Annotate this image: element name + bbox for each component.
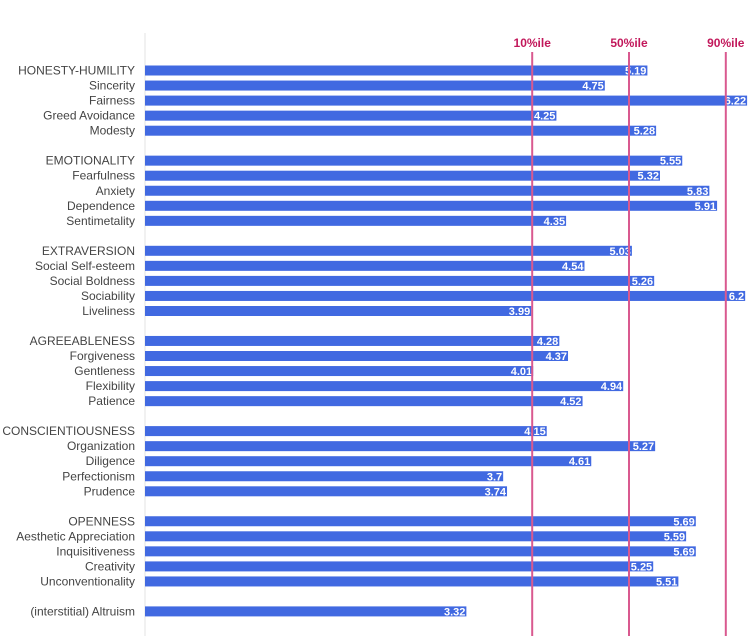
category-label: Gentleness xyxy=(74,364,135,378)
category-label: AGREEABLENESS xyxy=(30,334,135,348)
category-label: Diligence xyxy=(86,454,136,468)
category-label: Fearfulness xyxy=(72,169,135,183)
bar xyxy=(145,366,534,377)
value-label: 3.32 xyxy=(444,606,465,618)
bar xyxy=(145,606,467,617)
bar xyxy=(145,306,532,316)
bar xyxy=(145,155,683,166)
bar xyxy=(145,396,583,407)
bar xyxy=(145,125,657,136)
bar xyxy=(145,486,508,497)
bar xyxy=(145,516,696,527)
value-label: 5.28 xyxy=(634,126,655,138)
category-label: CONSCIENTIOUSNESS xyxy=(2,424,135,438)
reference-line-label: 10%ile xyxy=(514,36,552,50)
value-label: 5.83 xyxy=(687,186,708,198)
bar xyxy=(145,456,592,467)
bar xyxy=(145,381,624,392)
category-label: Creativity xyxy=(85,559,135,573)
bar xyxy=(145,351,569,361)
category-label: EMOTIONALITY xyxy=(46,154,135,168)
value-label: 5.03 xyxy=(609,246,630,258)
bar xyxy=(145,80,605,91)
value-label: 4.37 xyxy=(546,351,567,363)
category-label: Inquisitiveness xyxy=(56,544,135,558)
category-label: Unconventionality xyxy=(40,574,135,588)
value-label: 4.35 xyxy=(544,216,565,228)
value-label: 5.59 xyxy=(664,531,685,543)
value-label: 3.99 xyxy=(509,306,530,318)
bar xyxy=(145,335,560,346)
value-label: 4.54 xyxy=(562,261,584,273)
value-label: 5.69 xyxy=(673,516,694,528)
category-label: Greed Avoidance xyxy=(43,109,135,123)
value-label: 4.01 xyxy=(511,366,532,378)
value-label: 5.32 xyxy=(638,171,659,183)
category-label: Modesty xyxy=(90,124,135,138)
bar xyxy=(145,170,660,181)
category-label: Social Boldness xyxy=(50,274,135,288)
bar xyxy=(145,275,655,286)
bar xyxy=(145,245,632,256)
category-label: Aesthetic Appreciation xyxy=(16,529,135,543)
category-label: OPENNESS xyxy=(68,514,135,528)
value-label: 5.69 xyxy=(673,546,694,558)
category-label: Prudence xyxy=(84,484,136,498)
value-label: 5.55 xyxy=(660,156,681,168)
value-label: 6.22 xyxy=(725,96,746,108)
category-label: Sentimetality xyxy=(66,214,135,228)
bar xyxy=(145,215,567,226)
category-label: Flexibility xyxy=(86,379,135,393)
value-label: 5.19 xyxy=(625,66,646,78)
value-label: 4.52 xyxy=(560,396,581,408)
bar xyxy=(145,471,504,482)
category-label: Forgiveness xyxy=(70,349,135,363)
bar xyxy=(145,290,746,301)
bar xyxy=(145,531,687,542)
bar xyxy=(145,260,585,271)
reference-line-label: 50%ile xyxy=(610,36,648,50)
bar xyxy=(145,576,679,587)
bar xyxy=(145,110,557,121)
category-label: Social Self-esteem xyxy=(35,259,135,273)
reference-line-label: 90%ile xyxy=(707,36,745,50)
category-label: Sociability xyxy=(81,289,135,303)
value-label: 4.94 xyxy=(601,381,623,393)
category-label: Liveliness xyxy=(82,304,135,318)
category-label: EXTRAVERSION xyxy=(42,244,135,258)
category-label: Perfectionism xyxy=(62,469,135,483)
value-label: 5.91 xyxy=(695,201,716,213)
value-label: 4.75 xyxy=(582,81,603,93)
category-label: (interstitial) Altruism xyxy=(30,604,135,618)
category-label: Anxiety xyxy=(96,184,135,198)
category-label: Sincerity xyxy=(89,79,135,93)
category-label: Patience xyxy=(88,394,135,408)
value-label: 3.74 xyxy=(485,486,507,498)
category-label: Dependence xyxy=(67,199,135,213)
value-label: 5.27 xyxy=(633,441,654,453)
value-label: 4.61 xyxy=(569,456,590,468)
value-label: 4.15 xyxy=(524,426,545,438)
value-label: 6.2 xyxy=(729,291,744,303)
value-label: 3.7 xyxy=(487,471,502,483)
bar xyxy=(145,95,748,106)
category-label: Fairness xyxy=(89,94,135,108)
category-label: Organization xyxy=(67,439,135,453)
bar xyxy=(145,561,654,572)
bar xyxy=(145,441,656,452)
value-label: 4.25 xyxy=(534,111,555,123)
value-label: 5.26 xyxy=(632,276,653,288)
bar xyxy=(145,185,710,196)
bar xyxy=(145,426,547,437)
value-label: 4.28 xyxy=(537,336,558,348)
value-label: 5.51 xyxy=(656,576,677,588)
category-label: HONESTY-HUMILITY xyxy=(18,64,135,78)
bar xyxy=(145,200,718,211)
bar xyxy=(145,65,648,76)
bar xyxy=(145,546,696,557)
value-label: 5.25 xyxy=(631,561,652,573)
